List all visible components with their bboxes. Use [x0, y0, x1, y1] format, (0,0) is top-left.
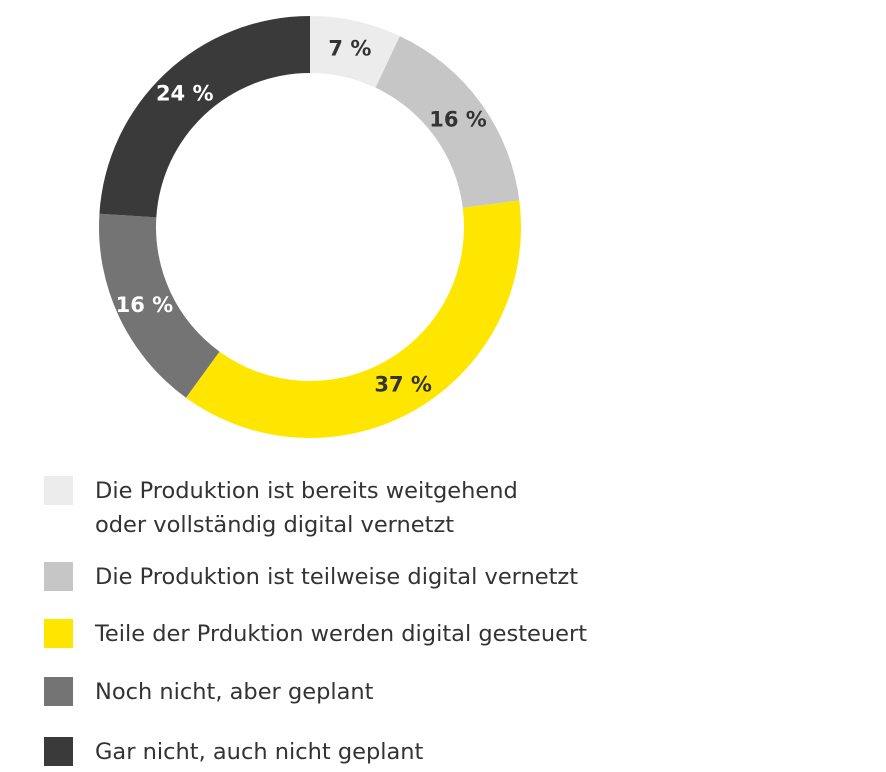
donut-slice: [99, 16, 311, 218]
slice-value-label: 16 %: [429, 107, 487, 131]
donut-slice: [375, 36, 520, 208]
legend-swatch: [44, 562, 73, 591]
legend-label: Die Produktion ist teilweise digital ver…: [95, 564, 579, 590]
legend-item: Gar nicht, auch nicht geplant: [44, 735, 423, 769]
legend-swatch: [44, 737, 73, 766]
donut-chart: 7 % 16 % 37 % 16 % 24 %: [99, 16, 521, 438]
legend-swatch: [44, 677, 73, 706]
legend-label: Die Produktion ist bereits weitgehend od…: [95, 478, 518, 538]
slice-labels: 7 % 16 % 37 % 16 % 24 %: [116, 36, 487, 396]
donut-slices: [99, 16, 521, 438]
legend-item: Noch nicht, aber geplant: [44, 675, 374, 709]
legend-label: Noch nicht, aber geplant: [95, 679, 374, 705]
legend-label: Gar nicht, auch nicht geplant: [95, 739, 424, 765]
slice-value-label: 7 %: [328, 36, 371, 60]
legend-item: Die Produktion ist bereits weitgehend od…: [44, 474, 518, 542]
legend-item: Teile der Prduktion werden digital geste…: [44, 617, 587, 651]
legend-swatch: [44, 619, 73, 648]
slice-value-label: 37 %: [374, 373, 432, 397]
legend-item: Die Produktion ist teilweise digital ver…: [44, 560, 578, 594]
donut-slice: [99, 213, 220, 398]
slice-value-label: 24 %: [156, 82, 214, 106]
legend-label: Teile der Prduktion werden digital geste…: [95, 621, 588, 647]
slice-value-label: 16 %: [116, 293, 174, 317]
donut-slice: [185, 200, 521, 438]
legend-swatch: [44, 476, 73, 505]
donut-slice: [310, 16, 400, 88]
